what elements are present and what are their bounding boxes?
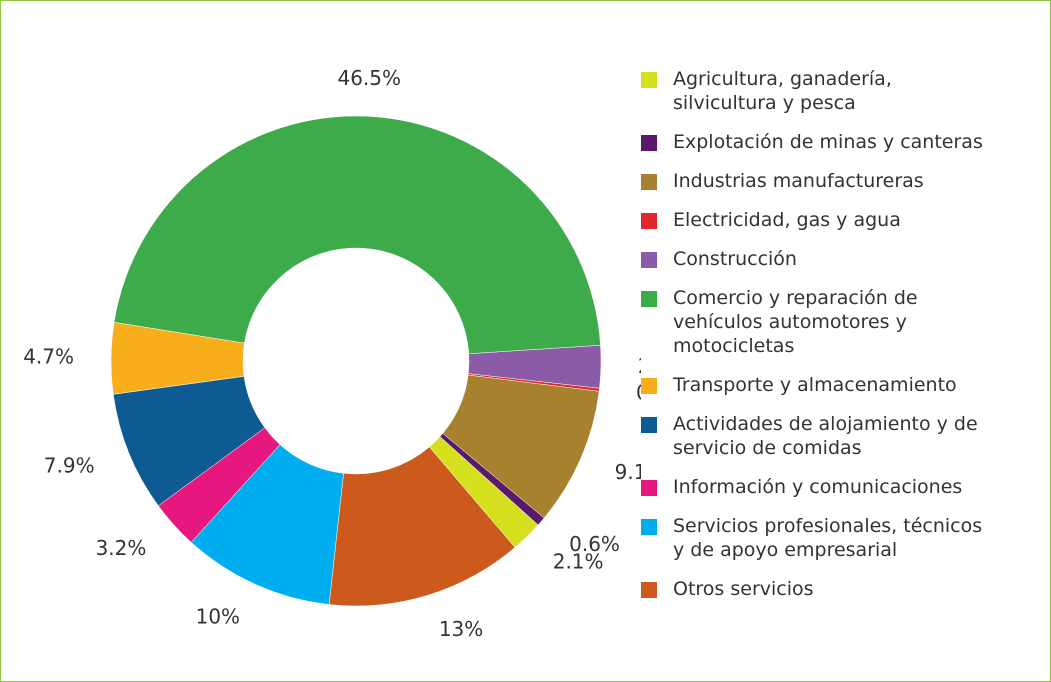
legend-label: Electricidad, gas y agua: [673, 209, 901, 231]
legend-item: Transporte y almacenamiento: [641, 373, 983, 397]
legend-item: Industrias manufactureras: [641, 169, 983, 193]
legend-label: Transporte y almacenamiento: [673, 374, 957, 396]
legend-item: Servicios profesionales, técnicos y de a…: [641, 514, 983, 562]
legend-swatch: [641, 213, 657, 229]
legend-label: Explotación de minas y canteras: [673, 131, 983, 153]
legend-item: Construcción: [641, 247, 983, 271]
legend-swatch: [641, 582, 657, 598]
legend-label: Industrias manufactureras: [673, 170, 924, 192]
legend-item: Comercio y reparación de vehículos autom…: [641, 286, 983, 358]
legend-swatch: [641, 519, 657, 535]
legend-label: Servicios profesionales, técnicos y de a…: [673, 515, 983, 561]
legend-swatch: [641, 135, 657, 151]
legend-swatch: [641, 417, 657, 433]
legend-swatch: [641, 378, 657, 394]
value-label: 7.9%: [44, 453, 95, 477]
value-label: 9.1%: [615, 460, 641, 484]
legend-swatch: [641, 291, 657, 307]
legend-item: Electricidad, gas y agua: [641, 208, 983, 232]
value-label: 0.2%: [636, 381, 641, 405]
legend-swatch: [641, 174, 657, 190]
value-label: 10%: [196, 605, 240, 629]
slice: [113, 115, 601, 355]
value-label: 3.2%: [96, 536, 147, 560]
legend-label: Actividades de alojamiento y de servicio…: [673, 413, 978, 459]
legend-item: Otros servicios: [641, 577, 983, 601]
legend-item: Actividades de alojamiento y de servicio…: [641, 412, 983, 460]
slice: [328, 446, 516, 607]
legend-swatch: [641, 480, 657, 496]
value-label: 13%: [439, 617, 483, 641]
legend: Agricultura, ganadería, silvicultura y p…: [641, 67, 983, 601]
value-label: 2.8%: [638, 354, 641, 378]
legend-label: Otros servicios: [673, 578, 814, 600]
legend-label: Construcción: [673, 248, 797, 270]
legend-label: Agricultura, ganadería, silvicultura y p…: [673, 68, 892, 114]
legend-item: Agricultura, ganadería, silvicultura y p…: [641, 67, 983, 115]
value-label: 4.7%: [23, 344, 74, 368]
donut: 2.1%0.6% 9.1% 0.2% 2.8% 46.5% 4.7% 7.9% 3.2% 10%…: [23, 66, 641, 641]
legend-item: Información y comunicaciones: [641, 475, 983, 499]
value-label: 0.6%: [569, 532, 620, 556]
legend-label: Comercio y reparación de vehículos autom…: [673, 287, 918, 357]
value-label: 46.5%: [337, 66, 401, 90]
value-label: 2.1%: [553, 550, 604, 574]
legend-item: Explotación de minas y canteras: [641, 130, 983, 154]
legend-label: Información y comunicaciones: [673, 476, 963, 498]
legend-swatch: [641, 252, 657, 268]
legend-swatch: [641, 72, 657, 88]
